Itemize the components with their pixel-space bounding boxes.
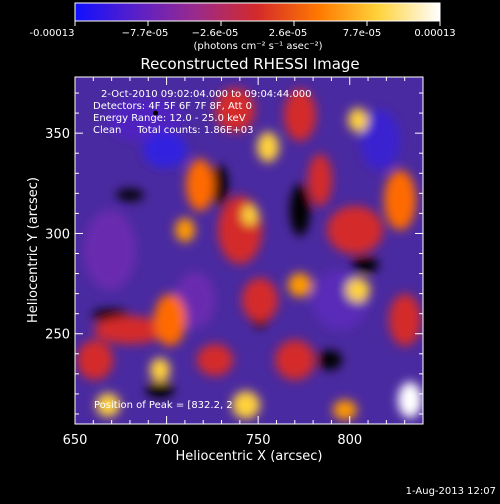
colorbar: -0.00013 −7.7e-05 −2.6e-05 2.6e-05 7.7e-… [30,3,456,52]
annotation-clean-counts: Clean Total counts: 1.86E+03 [93,125,253,136]
annotation-energy-range: Energy Range: 12.0 - 25.0 keV [93,113,246,124]
chart-title: Reconstructed RHESSI Image [140,55,359,73]
y-tick-label: 350 [45,127,70,142]
y-axis-label: Heliocentric Y (arcsec) [26,177,41,323]
colorbar-unit-label: (photons cm⁻² s⁻¹ asec⁻²) [193,41,322,52]
colorbar-tick-label: 7.7e-05 [343,28,381,39]
colorbar-ticks [75,21,440,26]
colorbar-tick-label: -0.00013 [30,28,75,39]
annotation-peak-position: Position of Peak = [832.2, 2 [94,400,233,411]
y-tick-label: 300 [45,227,70,242]
marker-point [153,111,158,116]
y-tick-label: 250 [45,328,70,343]
annotation-time-range: 2-Oct-2010 09:02:04.000 to 09:04:44.000 [101,89,312,100]
colorbar-tick-label: 2.6e-05 [269,28,307,39]
colorbar-gradient [75,3,440,21]
footer-timestamp: 1-Aug-2013 12:07 [406,486,496,497]
colorbar-tick-label: −2.6e-05 [192,28,239,39]
x-tick-label: 650 [63,433,88,448]
colorbar-tick-label: −7.7e-05 [122,28,169,39]
annotation-detectors: Detectors: 4F 5F 6F 7F 8F, Att 0 [93,101,252,112]
x-tick-label: 700 [154,433,179,448]
x-tick-label: 800 [337,433,362,448]
x-axis-label: Heliocentric X (arcsec) [176,449,323,464]
x-tick-label: 750 [246,433,271,448]
colorbar-tick-label: 0.00013 [414,28,455,39]
